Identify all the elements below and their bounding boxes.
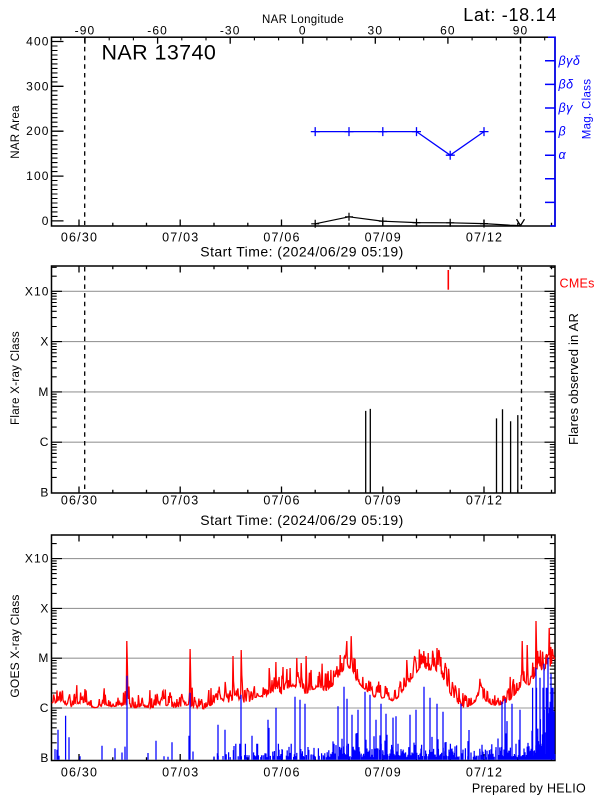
svg-text:Flares observed in AR: Flares observed in AR — [566, 313, 581, 445]
svg-text:-30: -30 — [220, 24, 241, 38]
svg-text:07/09: 07/09 — [365, 231, 402, 245]
svg-text:β: β — [558, 125, 567, 139]
svg-text:M: M — [38, 385, 49, 399]
svg-text:Start Time: (2024/06/29 05:19): Start Time: (2024/06/29 05:19) — [200, 244, 403, 260]
svg-text:0: 0 — [299, 24, 307, 38]
svg-text:07/12: 07/12 — [466, 494, 503, 508]
svg-text:NAR 13740: NAR 13740 — [102, 41, 217, 65]
svg-text:07/09: 07/09 — [365, 766, 402, 780]
svg-text:Flare X-ray Class: Flare X-ray Class — [10, 331, 22, 425]
svg-text:-90: -90 — [75, 24, 96, 38]
svg-text:200: 200 — [26, 124, 49, 138]
svg-text:07/06: 07/06 — [263, 231, 300, 245]
svg-text:07/09: 07/09 — [365, 494, 402, 508]
svg-text:07/12: 07/12 — [466, 231, 503, 245]
svg-text:07/06: 07/06 — [263, 766, 300, 780]
svg-text:C: C — [40, 435, 50, 449]
svg-text:βδ: βδ — [558, 77, 575, 91]
svg-text:06/30: 06/30 — [61, 766, 98, 780]
svg-text:X10: X10 — [25, 552, 50, 566]
svg-text:Lat: -18.14: Lat: -18.14 — [463, 5, 557, 25]
svg-text:X: X — [40, 335, 49, 349]
svg-text:300: 300 — [26, 79, 49, 93]
svg-text:NAR Longitude: NAR Longitude — [262, 14, 344, 26]
svg-text:X10: X10 — [25, 284, 50, 298]
svg-text:B: B — [40, 486, 49, 500]
svg-text:βγδ: βγδ — [558, 54, 581, 68]
svg-text:07/12: 07/12 — [466, 766, 503, 780]
svg-text:NAR Area: NAR Area — [10, 105, 22, 159]
svg-text:07/03: 07/03 — [162, 766, 199, 780]
svg-text:60: 60 — [440, 24, 456, 38]
svg-text:90: 90 — [513, 24, 529, 38]
svg-text:Start Time: (2024/06/29 05:19): Start Time: (2024/06/29 05:19) — [200, 512, 403, 528]
svg-text:06/30: 06/30 — [61, 494, 98, 508]
svg-text:GOES X-ray Class: GOES X-ray Class — [8, 594, 22, 697]
svg-text:B: B — [40, 751, 49, 765]
svg-text:Mag. Class: Mag. Class — [582, 79, 594, 140]
svg-text:100: 100 — [26, 169, 49, 183]
svg-text:CMEs: CMEs — [560, 277, 595, 291]
svg-text:06/30: 06/30 — [61, 231, 98, 245]
svg-text:βγ: βγ — [558, 101, 574, 115]
svg-text:C: C — [40, 701, 50, 715]
svg-text:X: X — [40, 601, 49, 615]
svg-text:07/03: 07/03 — [162, 494, 199, 508]
svg-text:Prepared by HELIO: Prepared by HELIO — [472, 782, 586, 796]
svg-text:07/06: 07/06 — [263, 494, 300, 508]
svg-text:-60: -60 — [147, 24, 168, 38]
svg-text:α: α — [559, 148, 567, 162]
svg-text:07/03: 07/03 — [162, 231, 199, 245]
svg-text:0: 0 — [42, 214, 50, 228]
svg-text:M: M — [38, 651, 49, 665]
svg-text:400: 400 — [26, 35, 49, 49]
svg-text:30: 30 — [368, 24, 384, 38]
